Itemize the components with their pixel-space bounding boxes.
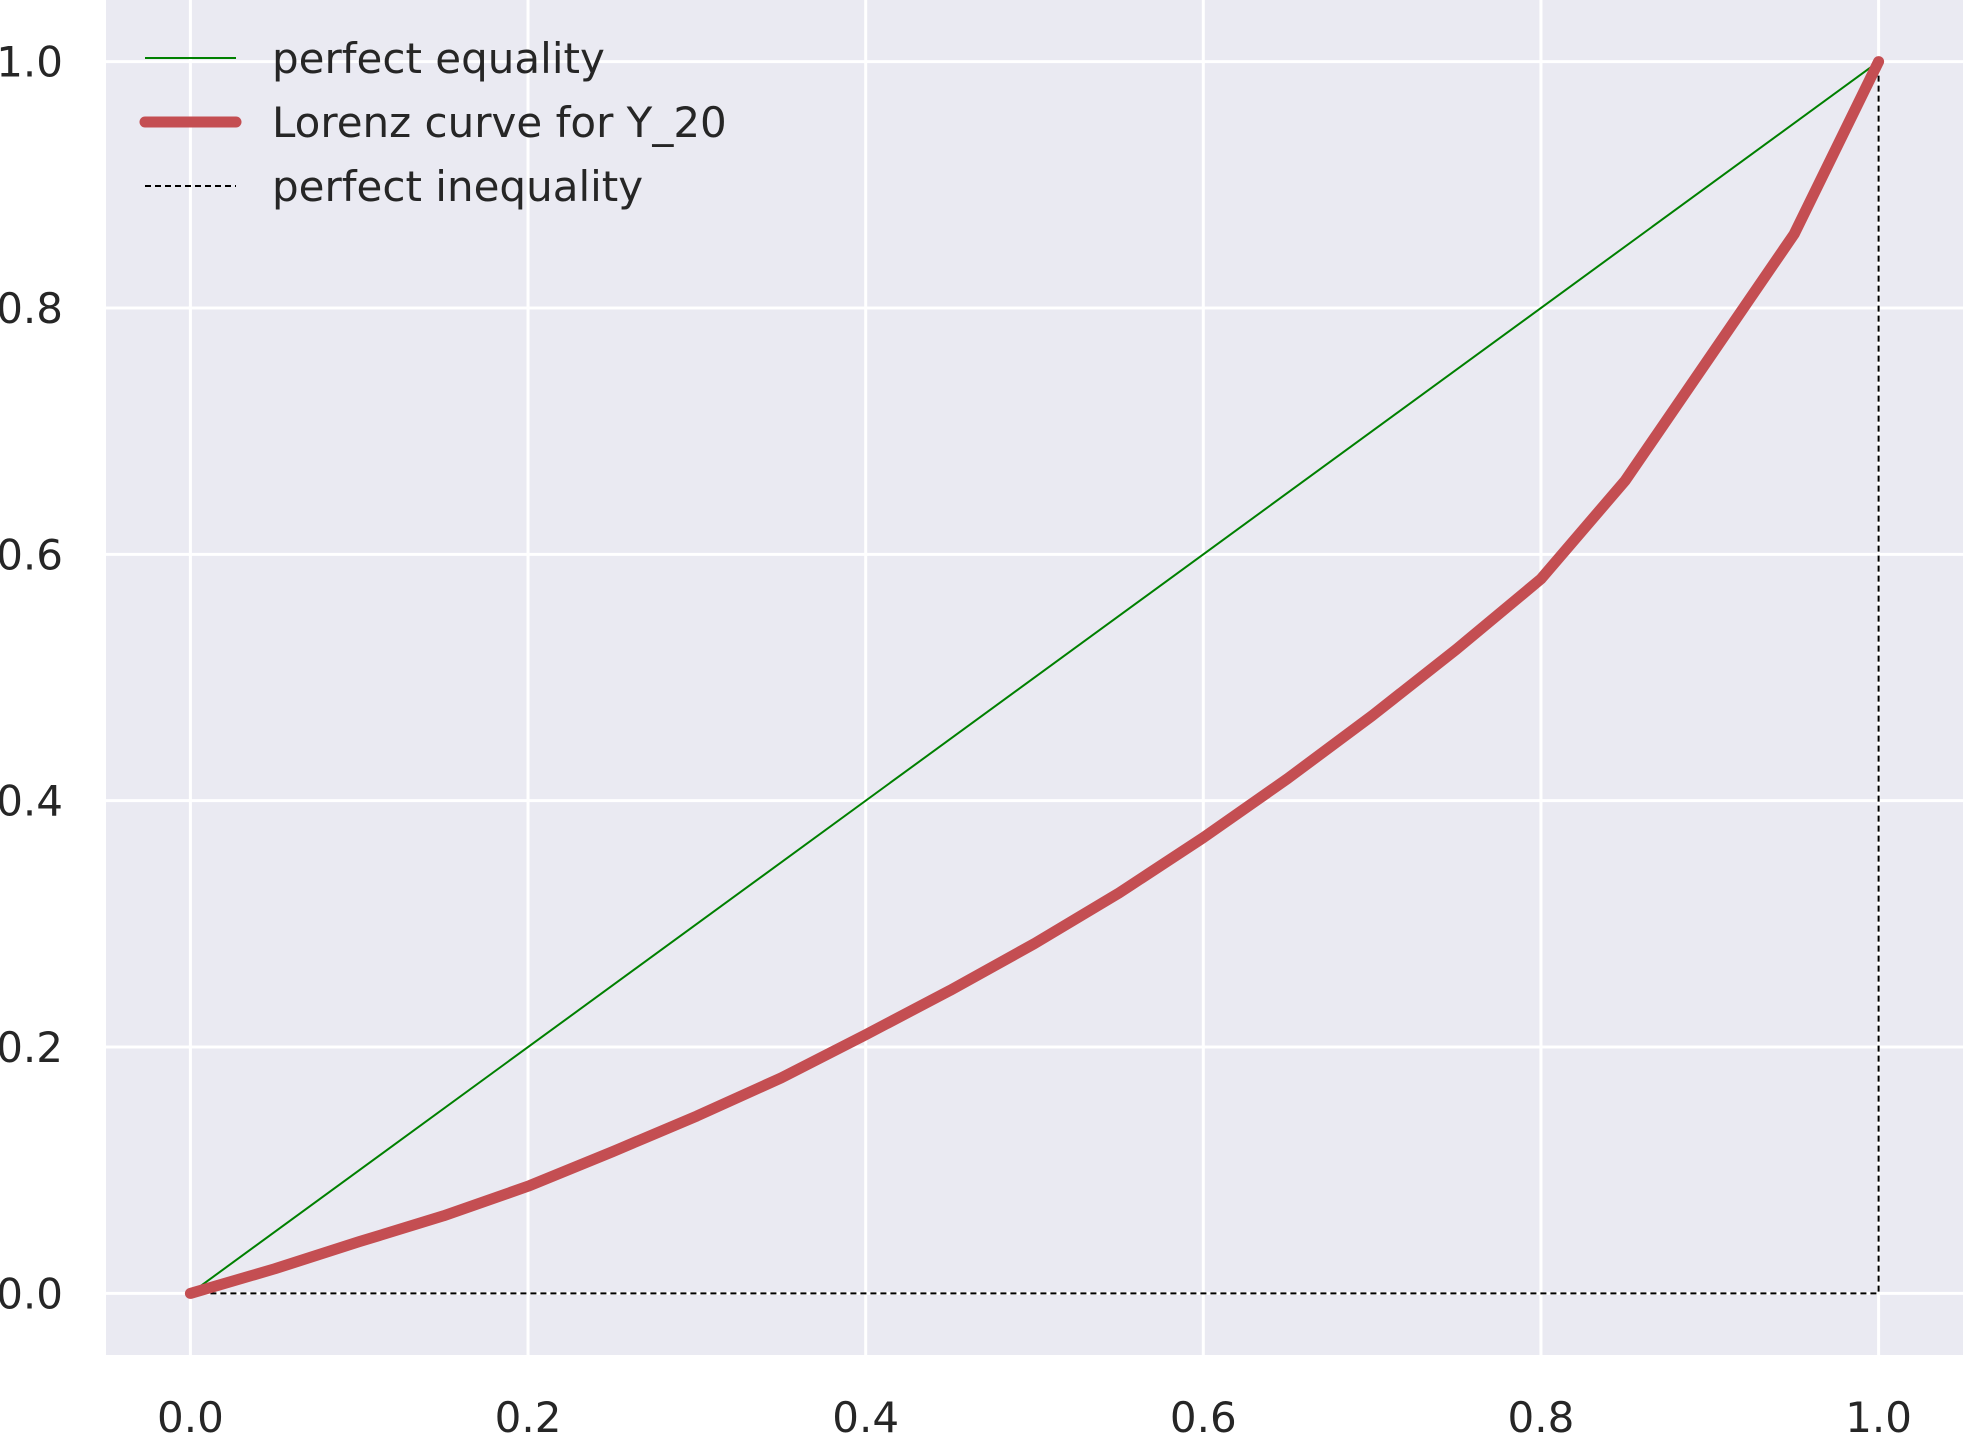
- x-tick-label: 0.2: [495, 1393, 562, 1439]
- x-tick-label: 0.6: [1170, 1393, 1237, 1439]
- x-axis-ticks: 0.0 0.2 0.4 0.6 0.8 1.0: [157, 1393, 1912, 1439]
- y-tick-label: 0.4: [0, 777, 63, 826]
- y-tick-label: 0.6: [0, 530, 63, 579]
- y-tick-label: 0.2: [0, 1023, 63, 1072]
- legend-equality-label: perfect equality: [272, 34, 605, 83]
- x-tick-label: 0.4: [832, 1393, 899, 1439]
- inequality-line: [190, 61, 1880, 1295]
- y-tick-label: 1.0: [0, 38, 63, 87]
- y-tick-label: 0.0: [0, 1269, 63, 1318]
- legend-lorenz-label: Lorenz curve for Y_20: [272, 98, 727, 147]
- series: [184, 56, 1885, 1299]
- y-tick-label: 0.8: [0, 284, 63, 333]
- x-tick-label: 0.0: [157, 1393, 224, 1439]
- x-tick-label: 1.0: [1845, 1393, 1912, 1439]
- y-axis-ticks: 0.0 0.2 0.4 0.6 0.8 1.0: [0, 38, 63, 1319]
- equality-line: [189, 60, 1880, 1295]
- x-tick-label: 0.8: [1508, 1393, 1575, 1439]
- legend: perfect equality Lorenz curve for Y_20per…: [139, 34, 727, 211]
- grid: [106, 0, 1963, 1355]
- lorenz-curve-line: [184, 56, 1885, 1299]
- legend-inequality-label: perfect inequality: [272, 162, 643, 211]
